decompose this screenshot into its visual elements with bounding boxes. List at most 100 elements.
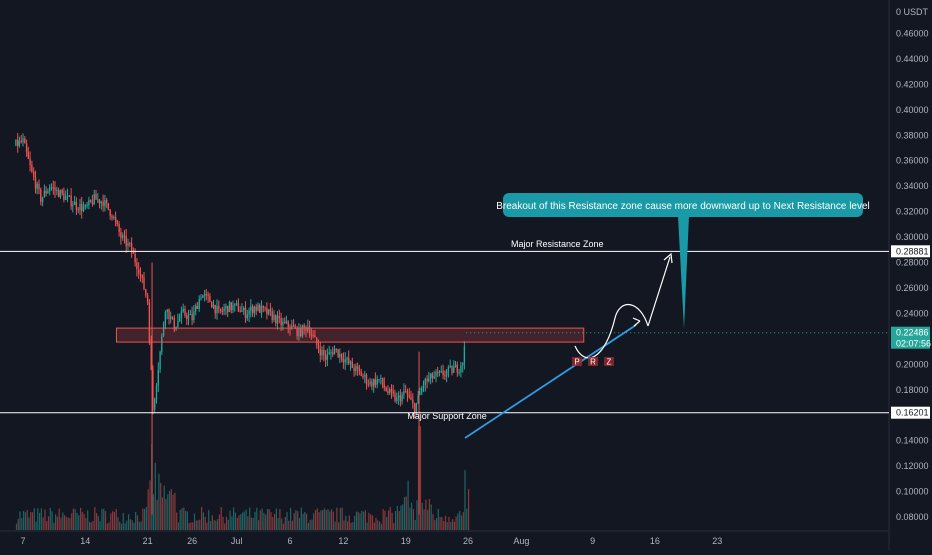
- price-marker-box: [891, 406, 930, 419]
- candle-body: [447, 366, 450, 372]
- candle-body: [57, 189, 60, 198]
- candle-body: [287, 321, 289, 327]
- volume-bar: [350, 522, 352, 530]
- candle-body: [150, 341, 152, 370]
- candle-body: [56, 189, 58, 191]
- volume-bar: [104, 510, 107, 530]
- resistance-zone-box[interactable]: [115, 327, 585, 343]
- candle-body: [152, 369, 154, 410]
- candle-body: [157, 369, 159, 386]
- candle-body: [88, 200, 90, 206]
- prz-label-box: [588, 357, 598, 366]
- prz-label-box: [604, 357, 614, 366]
- candle-body: [458, 372, 460, 373]
- candle-body: [225, 306, 227, 309]
- candle-body: [298, 327, 300, 337]
- volume-bar: [94, 507, 96, 530]
- candle-body: [109, 209, 111, 216]
- candle-body: [145, 289, 147, 296]
- candle-body: [111, 215, 113, 218]
- candle-body: [237, 303, 240, 312]
- candle-body: [184, 309, 186, 316]
- volume-bar: [78, 515, 80, 530]
- candle-body: [351, 361, 353, 368]
- volume-bar: [396, 506, 398, 530]
- volume-bar: [270, 512, 272, 530]
- candle-body: [328, 352, 330, 355]
- volume-bar: [142, 508, 144, 530]
- candle-body: [244, 308, 247, 319]
- volume-bar: [336, 507, 338, 530]
- volume-bar: [402, 504, 404, 530]
- candle-body: [412, 399, 414, 404]
- volume-bar: [129, 519, 131, 530]
- volume-bar: [272, 517, 274, 530]
- candle-body: [380, 378, 382, 379]
- volume-bar: [44, 509, 46, 530]
- candle-body: [203, 294, 206, 296]
- volume-bar: [430, 504, 432, 530]
- time-tick-label: 26: [187, 536, 197, 546]
- candle-body: [171, 316, 174, 318]
- candle-body: [170, 316, 172, 319]
- volume-bar: [181, 508, 183, 530]
- candle-body: [84, 205, 86, 208]
- candle-body: [81, 204, 83, 211]
- volume-bar: [218, 514, 220, 530]
- volume-bar: [266, 509, 269, 530]
- volume-bar: [195, 520, 197, 530]
- volume-bar: [423, 509, 425, 530]
- ascending-trendline[interactable]: [464, 324, 637, 439]
- volume-bar: [140, 521, 142, 530]
- candle-body: [95, 193, 97, 200]
- candle-body: [227, 306, 229, 313]
- candle-body: [102, 201, 104, 207]
- volume-bar: [156, 499, 158, 530]
- candle-body: [114, 217, 117, 222]
- volume-bar: [347, 521, 349, 530]
- candle-body: [316, 337, 318, 346]
- candle-body: [413, 403, 416, 414]
- major-support-label: Major Support Zone: [407, 411, 487, 421]
- volume-bar: [334, 521, 336, 530]
- candle-body: [373, 379, 375, 387]
- volume-bar: [316, 508, 318, 530]
- time-tick-label: 9: [590, 536, 595, 546]
- volume-bar: [361, 510, 363, 530]
- volume-bar: [412, 509, 414, 530]
- candle-body: [342, 359, 345, 363]
- volume-bar: [298, 518, 301, 530]
- volume-bar: [60, 517, 62, 530]
- volume-bar: [416, 500, 418, 530]
- candle-body: [136, 262, 138, 270]
- prz-label-p: P: [574, 358, 579, 367]
- volume-bar: [258, 520, 260, 530]
- volume-bar: [439, 517, 441, 530]
- candle-body: [243, 308, 245, 311]
- price-tick-label: 0.30000: [896, 232, 929, 242]
- volume-bar: [300, 507, 302, 530]
- volume-bar: [190, 522, 192, 530]
- candle-body: [437, 372, 439, 374]
- callout-box[interactable]: [503, 193, 863, 217]
- candle-body: [269, 309, 272, 312]
- volume-bar: [183, 507, 185, 530]
- price-marker-box: [891, 245, 930, 258]
- volume-bar: [231, 516, 233, 530]
- candle-body: [107, 203, 110, 210]
- candle-body: [139, 273, 142, 275]
- candle-body: [173, 317, 175, 330]
- candle-body: [212, 305, 215, 308]
- candle-body: [161, 335, 163, 352]
- volume-bar: [398, 511, 400, 530]
- candle-body: [374, 379, 377, 385]
- volume-bar: [15, 523, 18, 530]
- candle-body: [20, 140, 22, 143]
- volume-bar: [444, 515, 447, 530]
- volume-bar: [113, 512, 115, 530]
- candle-body: [187, 315, 190, 320]
- volume-bar: [290, 507, 292, 530]
- candle-body: [22, 138, 24, 143]
